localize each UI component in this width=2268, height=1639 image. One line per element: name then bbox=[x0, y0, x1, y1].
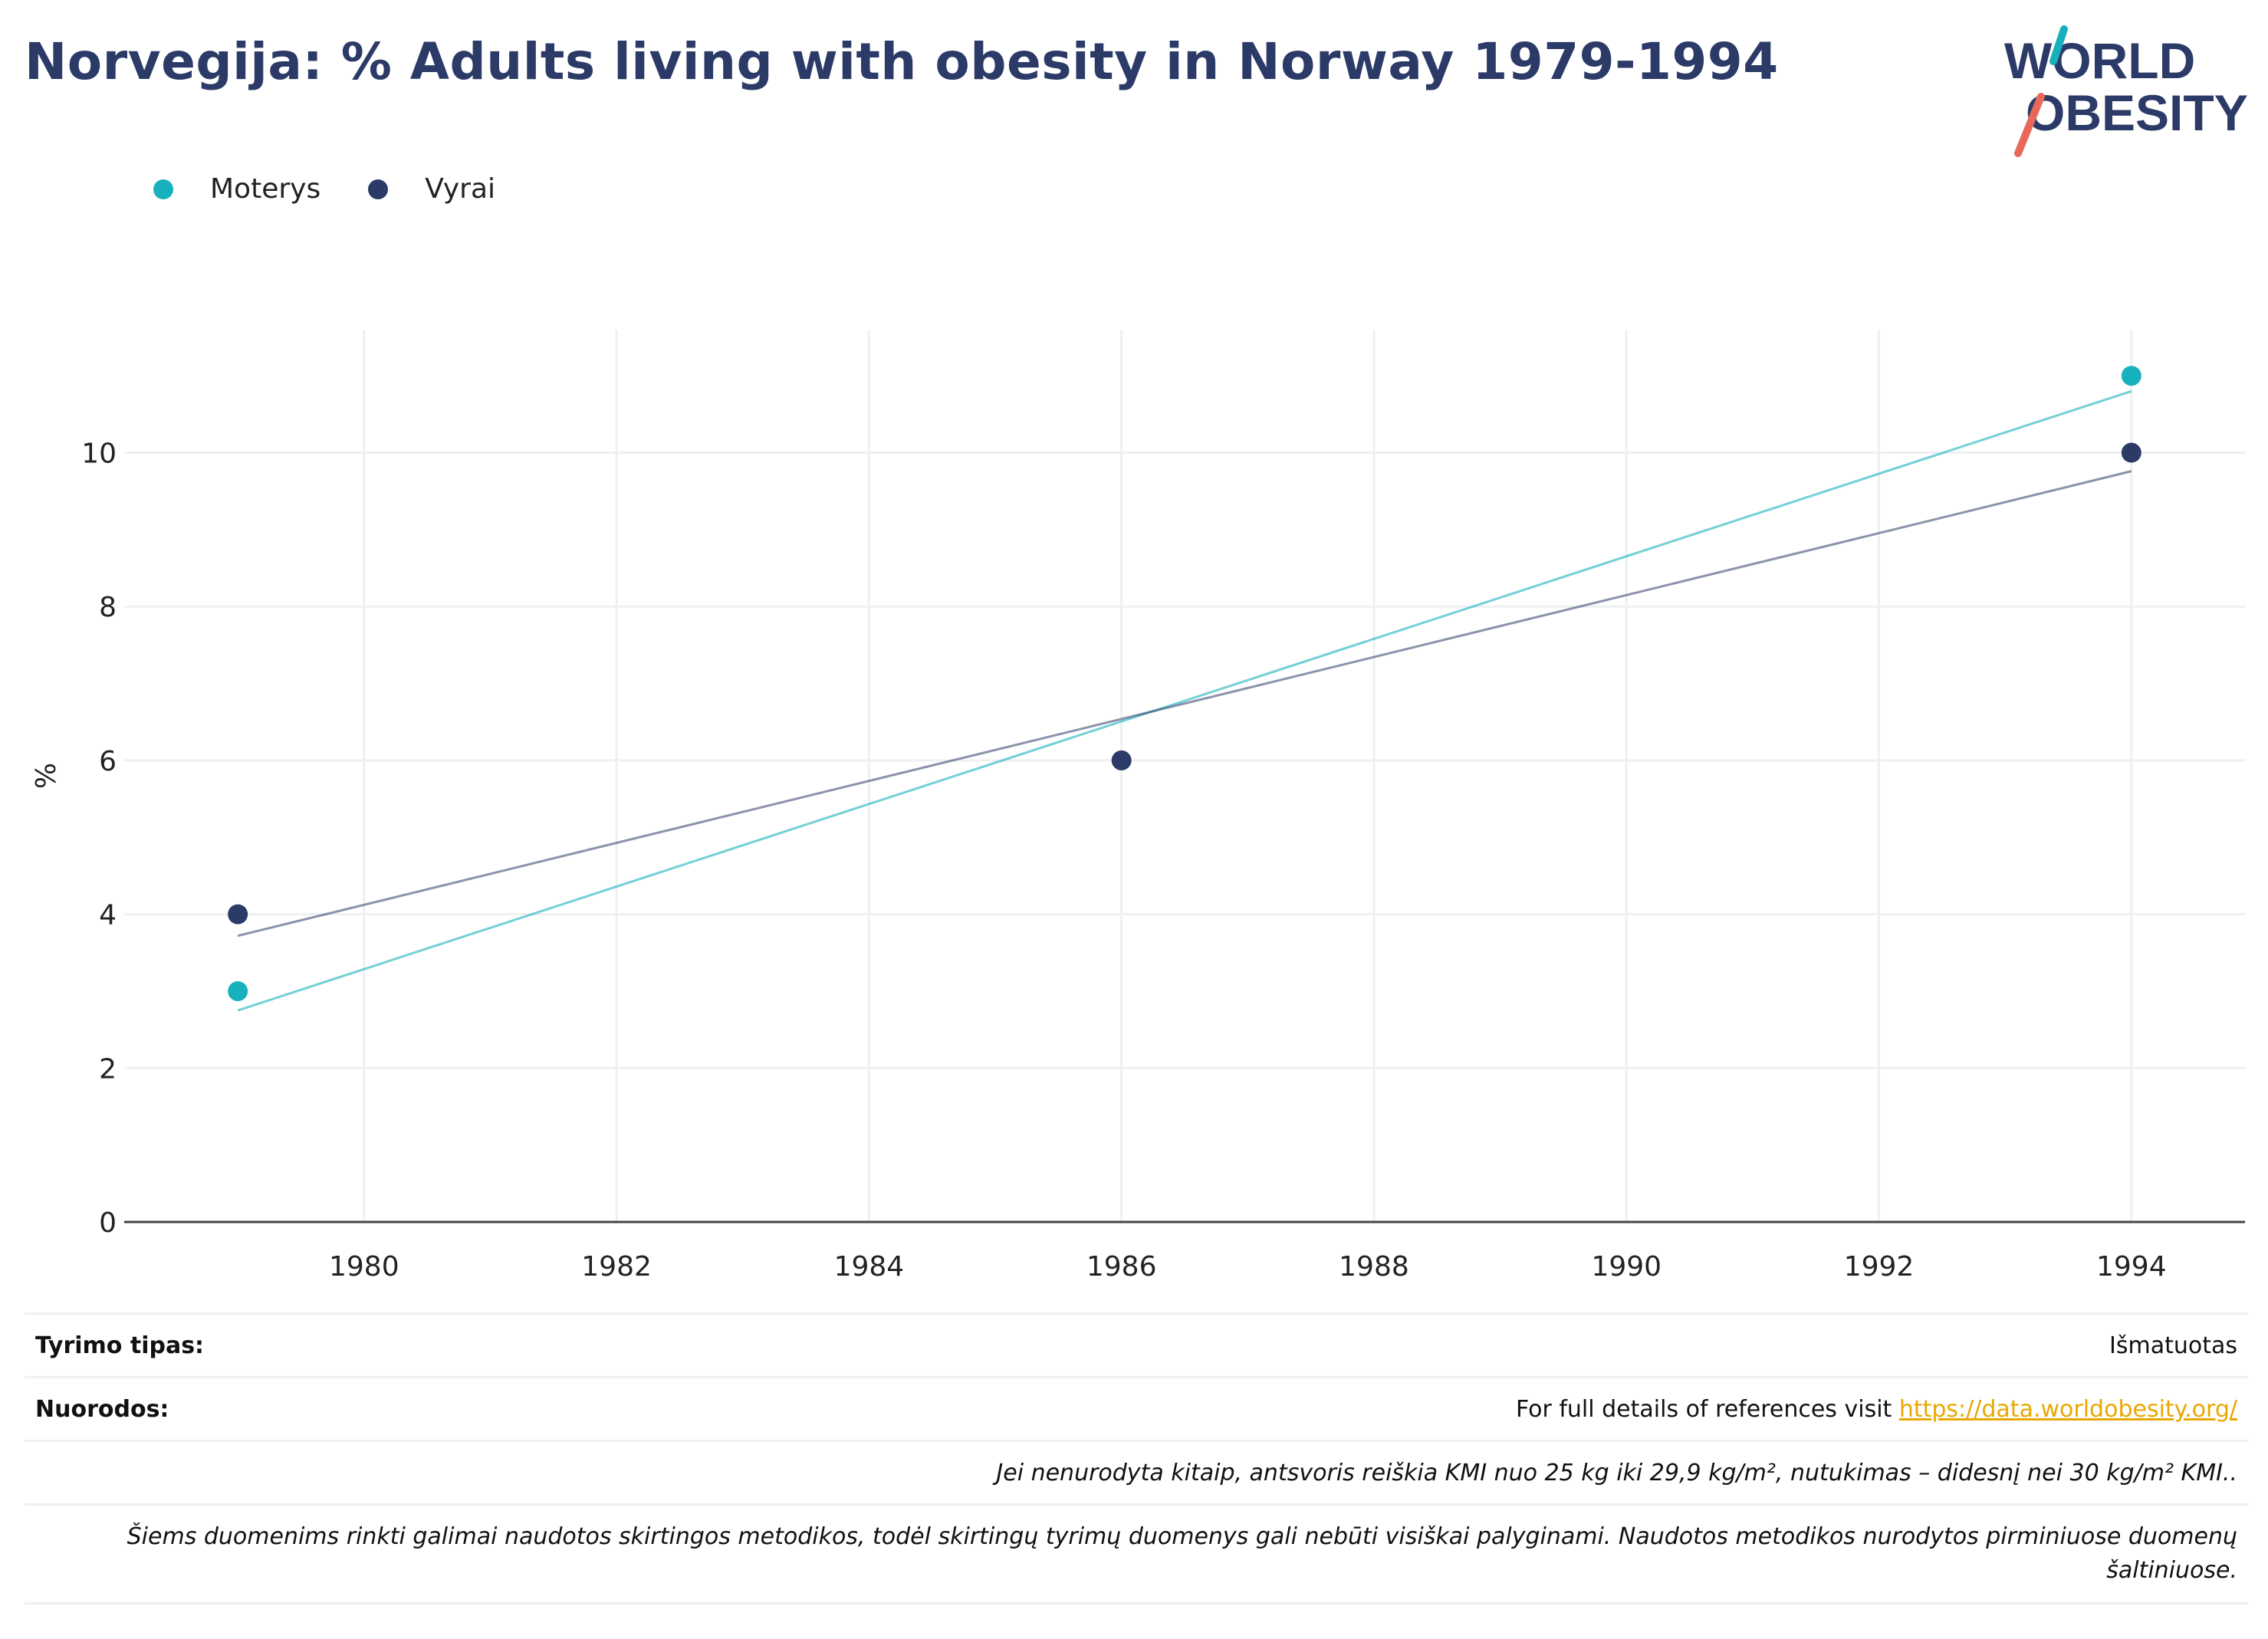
x-tick-label: 1988 bbox=[1339, 1251, 1409, 1283]
legend-marker-moterys bbox=[153, 179, 173, 199]
x-tick-label: 1994 bbox=[2096, 1251, 2167, 1283]
logo-slash-coral bbox=[2014, 93, 2045, 157]
x-tick-label: 1980 bbox=[329, 1251, 399, 1283]
study-type-value: Išmatuotas bbox=[2109, 1332, 2237, 1359]
data-point-vyrai[interactable] bbox=[1111, 750, 1132, 770]
logo-line2: OBESITY bbox=[2026, 84, 2248, 141]
note-methods-row: Šiems duomenims rinkti galimai naudotos … bbox=[25, 1503, 2248, 1605]
y-tick-label: 6 bbox=[99, 746, 117, 777]
note-bmi-row: Jei nenurodyta kitaip, antsvoris reiškia… bbox=[25, 1440, 2248, 1503]
references-text: For full details of references visit bbox=[1515, 1395, 1899, 1423]
references-link[interactable]: https://data.worldobesity.org/ bbox=[1898, 1395, 2237, 1423]
x-tick-label: 1984 bbox=[834, 1251, 905, 1283]
data-point-moterys[interactable] bbox=[2121, 366, 2141, 386]
y-tick-label: 8 bbox=[99, 592, 117, 623]
study-type-row: Tyrimo tipas: Išmatuotas bbox=[25, 1312, 2248, 1376]
logo-line1: WORLD bbox=[2004, 32, 2195, 89]
data-point-vyrai[interactable] bbox=[228, 904, 248, 925]
note-bmi: Jei nenurodyta kitaip, antsvoris reiškia… bbox=[996, 1459, 2237, 1486]
note-methods: Šiems duomenims rinkti galimai naudotos … bbox=[127, 1523, 2237, 1584]
references-value: For full details of references visit htt… bbox=[1516, 1396, 2237, 1423]
y-tick-label: 0 bbox=[99, 1207, 117, 1239]
x-tick-label: 1990 bbox=[1591, 1251, 1662, 1283]
legend: Moterys Vyrai bbox=[153, 173, 543, 205]
references-label: Nuorodos: bbox=[35, 1395, 169, 1423]
legend-label-vyrai: Vyrai bbox=[425, 173, 496, 205]
scatter-chart: 1980 1982 1984 1986 1988 1990 1992 1994 0 2 4 6 8 10… bbox=[31, 330, 2245, 1283]
references-row: Nuorodos: For full details of references… bbox=[25, 1376, 2248, 1440]
trendline-vyrai bbox=[237, 470, 2132, 938]
y-tick-label: 10 bbox=[81, 438, 117, 470]
trendline-moterys bbox=[237, 389, 2132, 1012]
y-tick-label: 4 bbox=[99, 900, 117, 931]
world-obesity-logo: WORLD OBESITY bbox=[2004, 25, 2248, 157]
x-tick-label: 1986 bbox=[1086, 1251, 1157, 1283]
legend-marker-vyrai bbox=[368, 179, 389, 199]
x-tick-label: 1982 bbox=[581, 1251, 652, 1283]
y-tick-label: 2 bbox=[99, 1053, 117, 1085]
legend-label-moterys: Moterys bbox=[210, 173, 321, 205]
data-point-moterys[interactable] bbox=[228, 980, 248, 1001]
legend-item-vyrai[interactable]: Vyrai bbox=[368, 173, 495, 205]
data-point-vyrai[interactable] bbox=[2121, 442, 2141, 463]
x-tick-label: 1992 bbox=[1844, 1251, 1915, 1283]
chart-title: Norvegija: % Adults living with obesity … bbox=[25, 32, 1779, 91]
y-axis-label: % bbox=[31, 763, 62, 789]
legend-item-moterys[interactable]: Moterys bbox=[153, 173, 320, 205]
study-type-label: Tyrimo tipas: bbox=[35, 1332, 205, 1359]
logo-slash-teal bbox=[2049, 25, 2068, 65]
footer-table: Tyrimo tipas: Išmatuotas Nuorodos: For f… bbox=[25, 1312, 2248, 1605]
